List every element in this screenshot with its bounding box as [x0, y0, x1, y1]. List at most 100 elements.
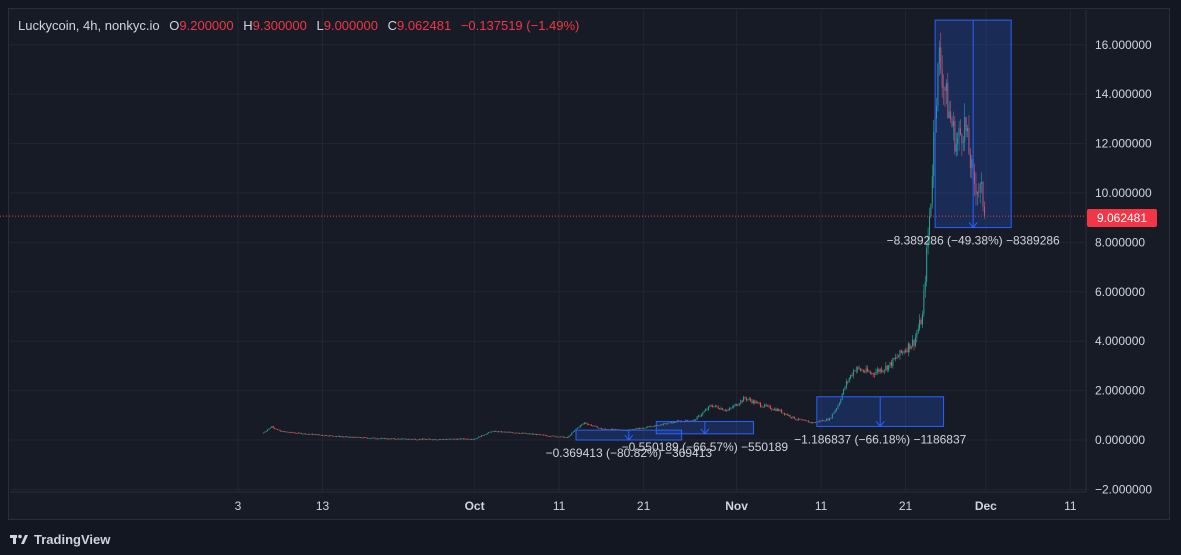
candle-body — [329, 435, 331, 437]
candle-body — [491, 431, 492, 433]
candle-body — [438, 439, 440, 441]
candle-body — [464, 438, 466, 440]
candle-body — [429, 438, 431, 440]
candle-body — [468, 438, 470, 440]
candle-body — [531, 433, 533, 435]
candle-body — [767, 405, 769, 407]
tradingview-logo-icon[interactable] — [10, 533, 28, 545]
candle-body — [448, 438, 450, 440]
candle-body — [813, 422, 815, 424]
candle-body — [322, 435, 323, 436]
candle-body — [668, 422, 670, 424]
candle-body — [820, 420, 822, 422]
candle-body — [472, 439, 474, 440]
candle-body — [821, 420, 823, 422]
candle-body — [340, 436, 342, 438]
candle-body — [343, 436, 345, 438]
measure-label: −0.369413 (−80.82%) −369413 — [546, 446, 713, 460]
candle-body — [827, 418, 829, 421]
high-value: 9.300000 — [252, 18, 307, 33]
candle-body — [695, 419, 697, 421]
measure-arrow-head — [624, 434, 634, 441]
candle-body — [754, 400, 756, 404]
candle-body — [503, 431, 505, 433]
candle-body — [710, 405, 712, 407]
candle-body — [369, 438, 371, 439]
candle-body — [337, 435, 339, 437]
candle-body — [268, 428, 270, 430]
candle-body — [324, 435, 326, 437]
measure-arrow-head — [875, 421, 885, 428]
candle-body — [434, 439, 436, 441]
candle-body — [917, 328, 919, 334]
candle-body — [447, 439, 449, 440]
candle-body — [372, 437, 374, 439]
candle-body — [292, 432, 294, 433]
candle-body — [319, 434, 321, 436]
candle-body — [572, 431, 574, 433]
candle-body — [264, 431, 266, 433]
candle-body — [671, 422, 673, 424]
candle-body — [967, 127, 969, 132]
low-label: L — [316, 18, 324, 33]
candle-body — [800, 419, 802, 421]
candle-body — [807, 420, 809, 423]
candle-body — [509, 431, 511, 433]
candle-body — [341, 436, 343, 438]
candle-body — [951, 118, 953, 127]
candle-body — [569, 435, 571, 436]
candle-body — [686, 420, 688, 421]
brand-name[interactable]: TradingView — [34, 531, 111, 547]
candle-body — [368, 438, 370, 439]
candle-body — [729, 408, 731, 411]
candle-body — [652, 426, 654, 428]
candle-body — [890, 362, 892, 366]
candle-body — [458, 438, 460, 440]
candle-body — [299, 432, 301, 434]
candle-body — [819, 420, 821, 422]
measure-label: −0.550189 (−66.57%) −550189 — [622, 440, 789, 454]
candle-body — [519, 433, 521, 434]
candle-body — [782, 412, 784, 414]
symbol-title[interactable]: Luckycoin, 4h, nonkyc.io — [18, 18, 160, 33]
candle-body — [716, 405, 718, 407]
grid — [10, 10, 1086, 492]
candle-body — [400, 438, 402, 440]
candle-body — [736, 404, 738, 406]
candle-body — [759, 403, 761, 407]
candle-body — [386, 438, 388, 440]
candle-body — [812, 422, 814, 424]
candle-body — [613, 428, 615, 430]
chart-panel[interactable] — [8, 8, 1170, 520]
candle-body — [806, 420, 808, 422]
candle-body — [564, 437, 566, 438]
candle-body — [302, 433, 304, 435]
candle-body — [903, 351, 905, 353]
candle-body — [595, 425, 597, 427]
candle-body — [962, 141, 964, 144]
candle-body — [300, 433, 302, 434]
candle-body — [616, 429, 618, 430]
candle-body — [778, 409, 780, 412]
candle-body — [954, 121, 956, 152]
measure-arrow-head — [968, 222, 978, 229]
candle-body — [667, 423, 669, 425]
candle-body — [427, 438, 429, 440]
candle-body — [493, 431, 495, 432]
candle-body — [698, 415, 700, 417]
candle-body — [792, 416, 794, 418]
x-tick-label: Oct — [465, 499, 485, 513]
candle-body — [814, 422, 816, 423]
candle-body — [848, 378, 850, 382]
candle-body — [795, 418, 797, 420]
candle-body — [281, 431, 283, 433]
candle-body — [876, 369, 878, 372]
candle-body — [557, 436, 559, 438]
candle-body — [889, 362, 891, 366]
candle-body — [581, 424, 583, 426]
candle-body — [802, 419, 804, 421]
candle-body — [389, 438, 391, 440]
candle-body — [750, 398, 752, 401]
candle-body — [871, 373, 873, 374]
